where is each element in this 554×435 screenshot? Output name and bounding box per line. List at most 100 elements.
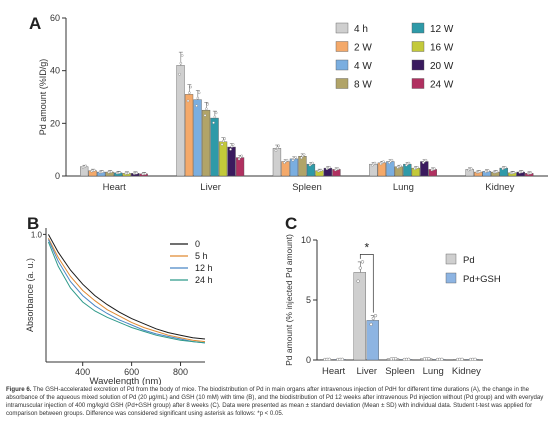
data-point — [460, 357, 464, 361]
data-point — [407, 161, 411, 165]
legend-label: 20 W — [430, 61, 454, 72]
data-point — [277, 144, 280, 148]
data-point — [373, 313, 378, 318]
x-category-label: Lung — [393, 182, 414, 193]
legend-label: 2 W — [354, 43, 372, 54]
panel-label-c: C — [285, 214, 298, 233]
y-tick-label: 0 — [55, 171, 60, 181]
data-point — [214, 111, 218, 115]
legend-label: 4 W — [354, 61, 372, 72]
legend-swatch — [445, 272, 457, 284]
data-point — [118, 171, 122, 174]
data-point — [427, 357, 431, 361]
data-point — [407, 357, 411, 361]
data-point — [424, 158, 428, 162]
y-tick-label: 5 — [306, 295, 311, 305]
data-point — [373, 161, 377, 165]
data-point — [300, 156, 303, 160]
data-point — [135, 171, 139, 175]
y-tick-label: 10 — [301, 235, 311, 245]
data-point — [229, 148, 232, 151]
bar — [201, 109, 211, 177]
figure-caption: Figure 6. The GSH-accelerated excretion … — [6, 386, 550, 418]
data-point — [220, 143, 224, 146]
data-point — [223, 137, 226, 140]
x-category-label: Heart — [103, 182, 127, 193]
legend-swatch — [411, 41, 425, 52]
data-point — [231, 143, 235, 146]
data-point — [433, 167, 436, 171]
legend-label: 4 h — [354, 24, 368, 35]
legend-label: 8 W — [354, 80, 372, 91]
data-point — [302, 153, 306, 156]
bar — [176, 65, 185, 177]
data-point — [440, 357, 444, 361]
data-point — [495, 170, 499, 173]
panel-label-b: B — [27, 214, 40, 233]
legend-swatch — [445, 253, 457, 265]
x-category-label: Kidney — [485, 182, 514, 193]
data-point — [213, 115, 217, 119]
bar — [227, 146, 236, 177]
data-point — [180, 54, 184, 57]
bar — [353, 272, 367, 361]
data-point — [222, 139, 225, 143]
significance-asterisk: * — [364, 240, 369, 254]
legend-label: 16 W — [430, 43, 454, 54]
data-point — [178, 72, 181, 76]
legend-label: 0 — [195, 239, 200, 249]
x-axis-label: Wavelength (nm) — [90, 376, 162, 385]
x-category-label: Kidney — [452, 366, 481, 377]
data-point — [203, 114, 207, 117]
bar — [366, 320, 380, 361]
data-point — [371, 316, 375, 321]
caption-label: Figure 6. — [6, 386, 32, 393]
bar — [386, 161, 395, 177]
legend-label: Pd+GSH — [463, 274, 501, 285]
series-line — [47, 239, 206, 344]
bar — [281, 161, 290, 177]
data-point — [197, 91, 201, 95]
series-line — [47, 234, 206, 340]
data-point — [189, 85, 192, 89]
legend-label: Pd — [463, 255, 475, 266]
data-point — [473, 357, 477, 361]
bar — [193, 99, 202, 177]
legend-swatch — [335, 59, 349, 71]
y-tick-label: 20 — [50, 118, 60, 128]
bar — [184, 94, 194, 177]
x-category-label: Heart — [322, 366, 346, 377]
data-point — [294, 156, 297, 159]
legend-swatch — [411, 78, 425, 89]
bar — [420, 161, 429, 177]
y-axis-label: Absorbance (a. u.) — [25, 258, 35, 332]
chart-a-biodistribution: 0 20 40 60 Pd amount (%ID/g) Heart Liver Spleen… — [38, 13, 548, 193]
x-tick-label: 600 — [124, 367, 139, 377]
data-point — [512, 171, 516, 174]
data-point — [311, 161, 314, 165]
data-point — [274, 149, 278, 152]
bar — [218, 141, 228, 177]
legend-swatch — [335, 41, 349, 52]
data-point — [390, 158, 394, 162]
legend-label: 5 h — [195, 251, 208, 261]
x-category-label: Spleen — [292, 182, 322, 193]
y-tick-label: 1.0 — [31, 230, 43, 239]
data-point — [196, 96, 200, 100]
legend-label: 24 h — [195, 275, 213, 285]
data-point — [360, 260, 365, 264]
legend-swatch — [411, 59, 425, 71]
data-point — [328, 166, 331, 169]
data-point — [478, 170, 482, 173]
caption-text: The GSH-accelerated excretion of Pd from… — [6, 386, 544, 417]
data-point — [521, 170, 524, 173]
legend-swatch — [335, 78, 349, 89]
data-point — [291, 158, 295, 162]
y-tick-label: 60 — [50, 13, 60, 23]
data-point — [92, 168, 96, 172]
panel-label-a: A — [29, 14, 42, 33]
bar — [377, 162, 386, 177]
y-tick-label: 40 — [50, 66, 60, 76]
chart-b-absorbance: 400 600 800 1.0 Wavelength (nm) Absorbance (a… — [25, 228, 213, 385]
data-point — [143, 172, 147, 176]
